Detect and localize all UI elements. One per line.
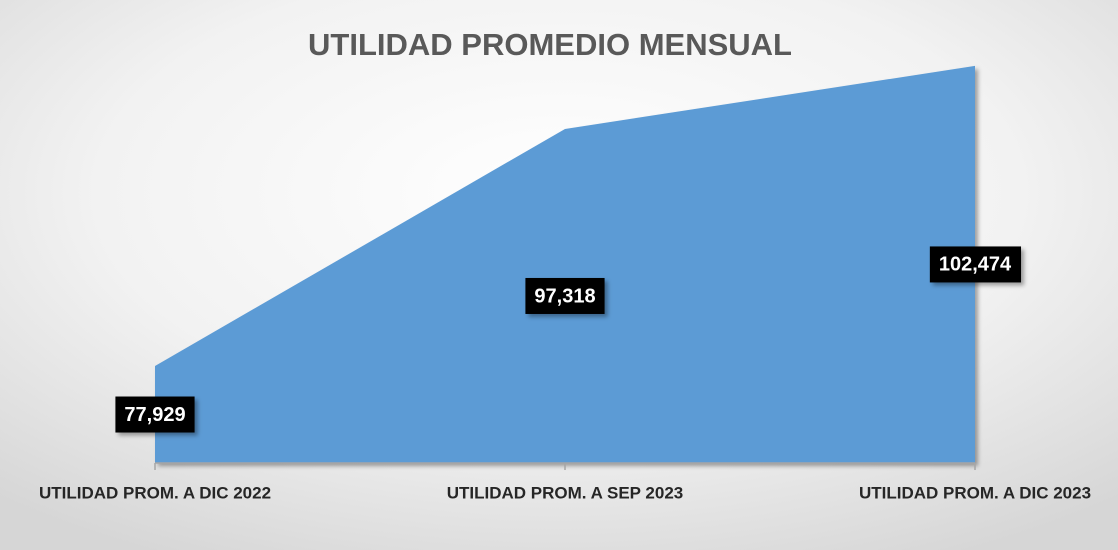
data-label: 97,318 bbox=[525, 277, 605, 314]
data-label: 102,474 bbox=[929, 246, 1022, 283]
x-tick-label: UTILIDAD PROM. A SEP 2023 bbox=[447, 483, 683, 502]
x-tick-label: UTILIDAD PROM. A DIC 2023 bbox=[859, 483, 1091, 502]
data-label-box bbox=[115, 396, 195, 433]
x-tick-label: UTILIDAD PROM. A DIC 2022 bbox=[39, 483, 271, 502]
data-label-box bbox=[525, 277, 605, 314]
data-label: 77,929 bbox=[115, 396, 195, 433]
data-label-text: 77,929 bbox=[124, 404, 185, 426]
chart-title: UTILIDAD PROMEDIO MENSUAL bbox=[308, 27, 792, 62]
area bbox=[155, 65, 975, 463]
data-label-text: 102,474 bbox=[939, 254, 1012, 276]
data-label-box bbox=[929, 246, 1022, 283]
data-label-text: 97,318 bbox=[534, 285, 595, 307]
